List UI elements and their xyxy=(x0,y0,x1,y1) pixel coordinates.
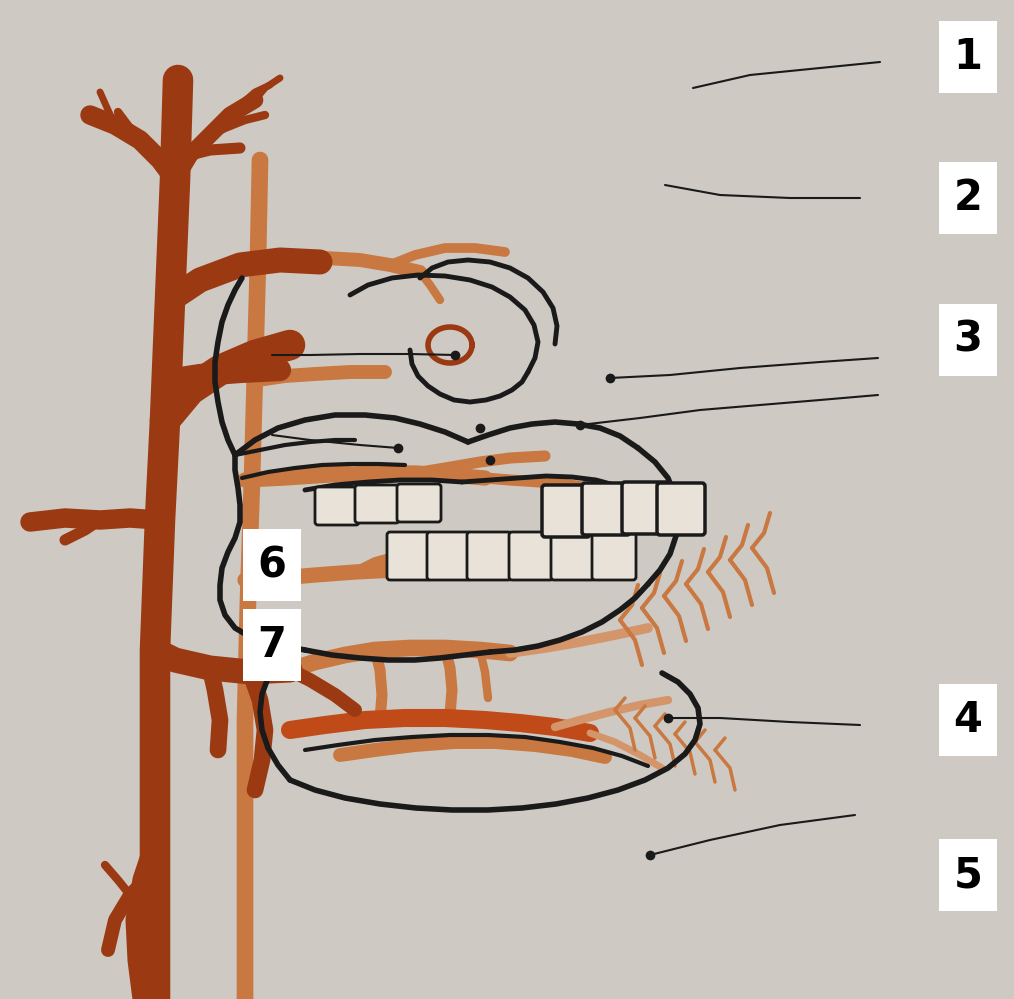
FancyBboxPatch shape xyxy=(657,483,705,535)
FancyBboxPatch shape xyxy=(427,532,470,580)
FancyBboxPatch shape xyxy=(509,532,553,580)
Text: 7: 7 xyxy=(258,624,287,666)
FancyBboxPatch shape xyxy=(355,485,399,523)
Text: 6: 6 xyxy=(258,544,287,586)
Text: 3: 3 xyxy=(953,319,983,361)
FancyBboxPatch shape xyxy=(622,482,670,534)
FancyBboxPatch shape xyxy=(592,532,636,580)
FancyBboxPatch shape xyxy=(582,483,630,535)
Text: 1: 1 xyxy=(953,36,983,78)
FancyBboxPatch shape xyxy=(467,532,511,580)
FancyBboxPatch shape xyxy=(315,487,359,525)
FancyBboxPatch shape xyxy=(397,484,441,522)
Text: 4: 4 xyxy=(953,699,983,741)
Text: 5: 5 xyxy=(953,854,983,896)
Text: 2: 2 xyxy=(953,177,983,219)
FancyBboxPatch shape xyxy=(551,532,595,580)
FancyBboxPatch shape xyxy=(542,485,590,537)
FancyBboxPatch shape xyxy=(387,532,431,580)
